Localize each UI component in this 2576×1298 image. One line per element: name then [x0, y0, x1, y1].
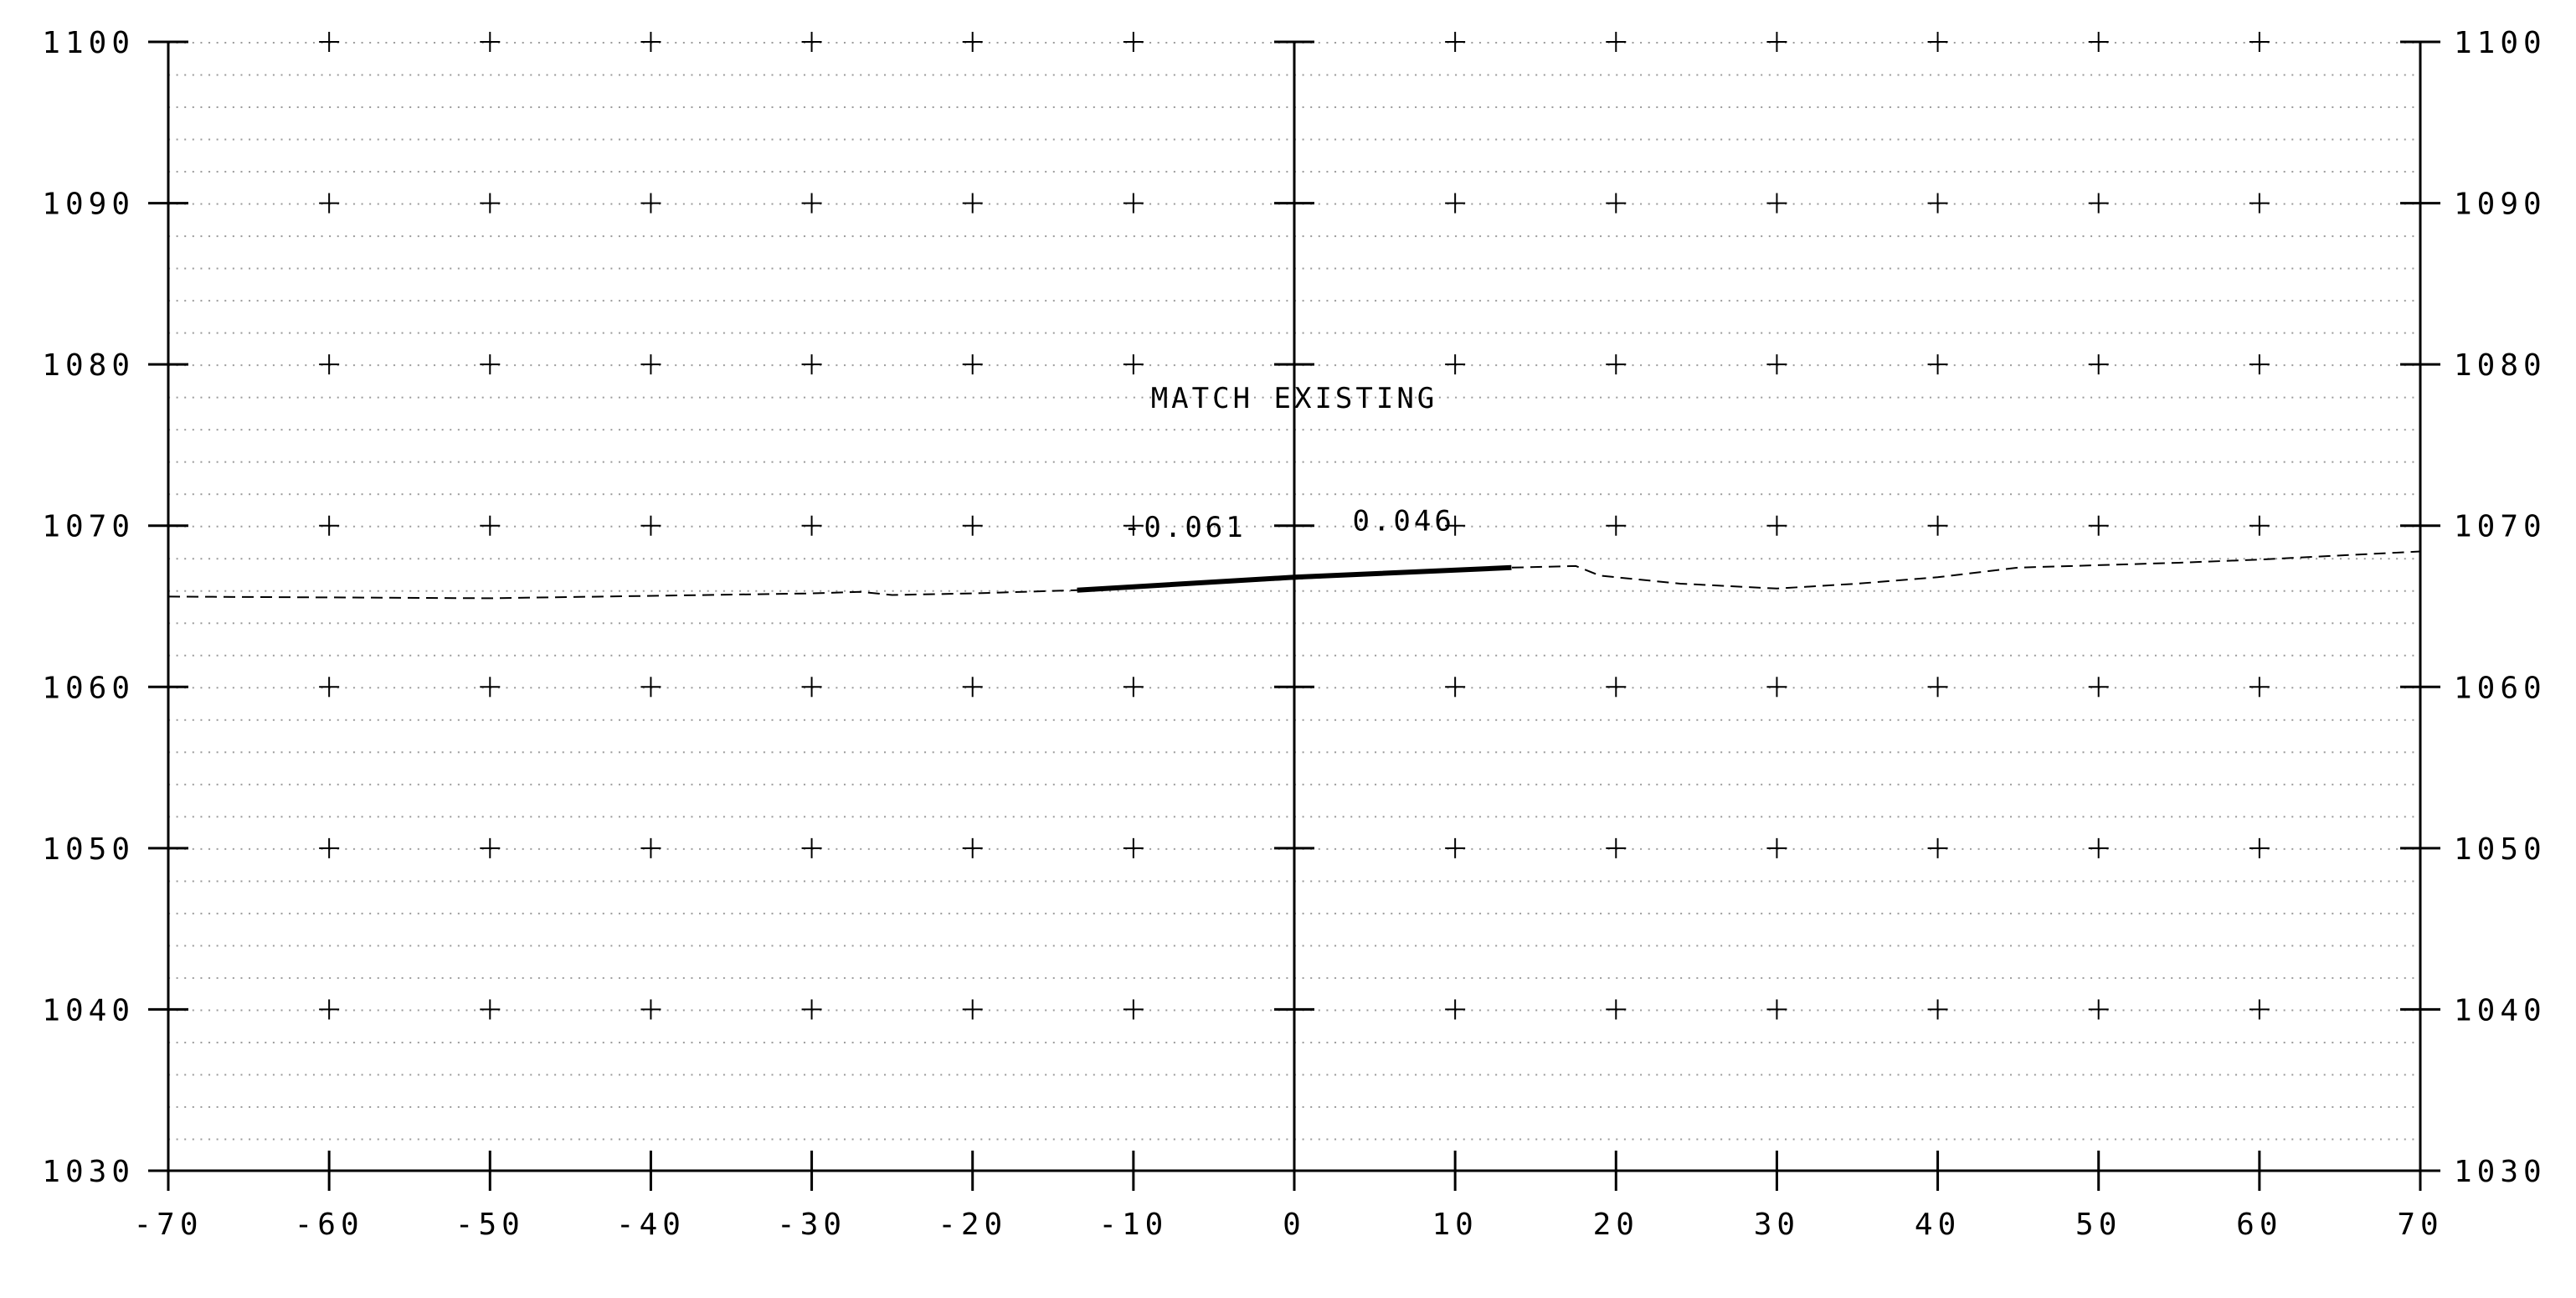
existing-ground-line [167, 550, 2421, 600]
y-tick-label-right: 1060 [2454, 671, 2547, 705]
y-tick-label-right: 1050 [2454, 832, 2547, 867]
x-tick-label: -60 [295, 1208, 364, 1242]
x-tick-label: 50 [2075, 1208, 2121, 1242]
y-tick-label-left: 1090 [42, 188, 135, 222]
y-tick-label-right: 1070 [2454, 510, 2547, 544]
proposed-section-line [1077, 564, 1512, 593]
y-tick-label-left: 1060 [42, 671, 135, 705]
x-tick-label: 40 [1915, 1208, 1961, 1242]
x-tick-label: -70 [133, 1208, 203, 1242]
y-tick-label-left: 1100 [42, 26, 135, 60]
y-tick-label-left: 1050 [42, 832, 135, 867]
x-tick-label: -40 [616, 1208, 686, 1242]
x-tick-label: 0 [1283, 1208, 1306, 1242]
y-tick-label-right: 1040 [2454, 993, 2547, 1028]
annotation-2: 0.046 [1352, 504, 1454, 538]
x-tick-label: 20 [1593, 1208, 1639, 1242]
y-tick-label-right: 1090 [2454, 188, 2547, 222]
x-tick-label: -50 [455, 1208, 525, 1242]
x-tick-label: -30 [777, 1208, 846, 1242]
y-tick-label-right: 1100 [2454, 26, 2547, 60]
annotation-1: -0.061 [1123, 511, 1247, 544]
x-tick-label: 70 [2397, 1208, 2443, 1242]
y-tick-label-left: 1040 [42, 993, 135, 1028]
y-tick-label-left: 1070 [42, 510, 135, 544]
y-tick-label-left: 1080 [42, 348, 135, 383]
x-tick-label: -20 [938, 1208, 1007, 1242]
x-tick-label: 30 [1754, 1208, 1800, 1242]
y-tick-label-right: 1030 [2454, 1155, 2547, 1189]
y-tick-label-left: 1030 [42, 1155, 135, 1189]
y-tick-label-right: 1080 [2454, 348, 2547, 383]
x-tick-label: 60 [2236, 1208, 2282, 1242]
x-tick-label: 10 [1432, 1208, 1478, 1242]
annotation-0: MATCH EXISTING [1151, 382, 1438, 415]
x-tick-label: -10 [1098, 1208, 1168, 1242]
